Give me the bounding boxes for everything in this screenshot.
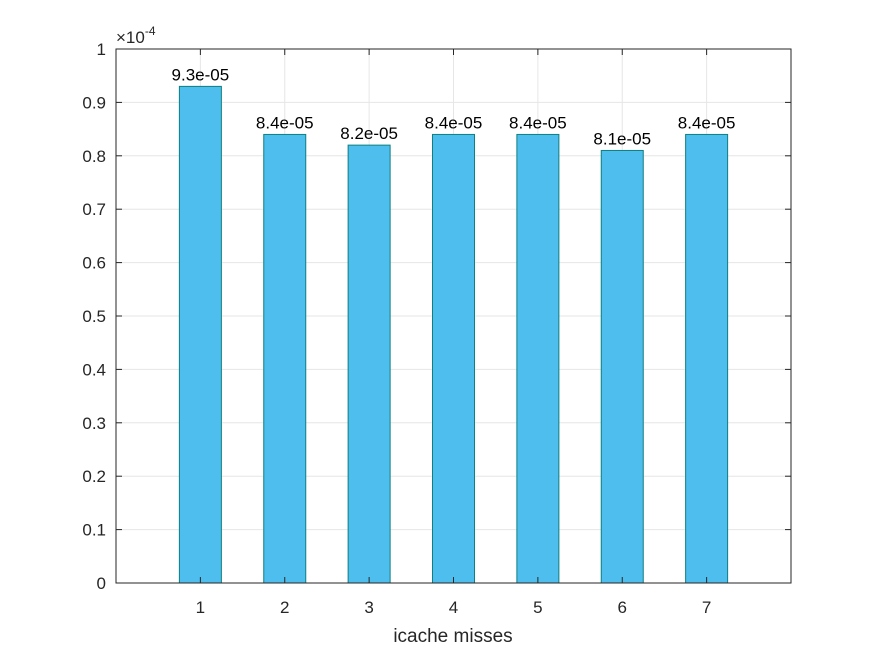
y-tick-label: 0.6 (82, 254, 106, 273)
x-tick-label: 4 (449, 598, 458, 617)
y-tick-label: 0.1 (82, 521, 106, 540)
bar-4 (432, 133, 475, 584)
bar-1 (178, 85, 222, 584)
x-tick-label: 2 (280, 598, 289, 617)
y-exponent-label: ×10-4 (116, 24, 156, 47)
y-tick-label: 1 (97, 40, 106, 59)
x-tick-label: 6 (618, 598, 627, 617)
y-tick-label: 0.4 (82, 360, 106, 379)
bar-2 (263, 133, 307, 584)
bar-data-label: 8.4e-05 (678, 113, 736, 132)
bar-7 (685, 133, 729, 584)
y-tick-label: 0.8 (82, 147, 106, 166)
y-exponent-power: -4 (145, 24, 156, 38)
y-tick-label: 0.2 (82, 467, 106, 486)
bar-data-label: 8.2e-05 (340, 124, 398, 143)
bars (178, 85, 729, 584)
labels: 0 0.1 0.2 0.3 0.4 0.5 0.6 0.7 0.8 0.9 1 1 9.3e-05 2 8.… (82, 40, 735, 617)
x-tick-label: 7 (702, 598, 711, 617)
ticks (116, 48, 791, 584)
bar-data-label: 8.1e-05 (593, 129, 651, 148)
bar-data-label: 8.4e-05 (509, 113, 567, 132)
x-tick-label: 5 (533, 598, 542, 617)
x-tick-label: 3 (364, 598, 373, 617)
y-tick-label: 0.9 (82, 93, 106, 112)
bar-data-label: 8.4e-05 (256, 113, 314, 132)
bar-data-label: 9.3e-05 (172, 65, 230, 84)
y-exponent-base: ×10 (116, 28, 145, 47)
y-tick-label: 0.5 (82, 307, 106, 326)
bar-data-label: 8.4e-05 (425, 113, 483, 132)
y-tick-label: 0.7 (82, 200, 106, 219)
bar-5 (516, 133, 560, 584)
y-tick-label: 0 (97, 574, 106, 593)
bar-6 (600, 149, 644, 584)
x-tick-label: 1 (196, 598, 205, 617)
bar-3 (347, 144, 391, 584)
x-axis-label: icache misses (393, 626, 512, 647)
y-tick-label: 0.3 (82, 414, 106, 433)
